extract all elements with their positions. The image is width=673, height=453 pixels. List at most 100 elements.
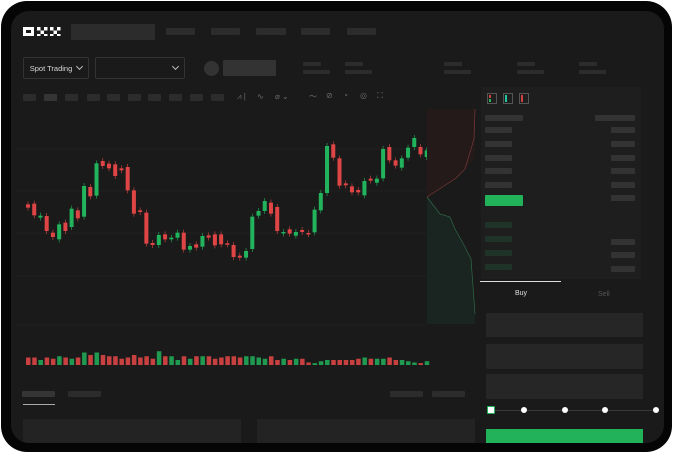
buy-tab[interactable]: Buy <box>515 290 528 297</box>
timeframe-button[interactable] <box>128 94 141 101</box>
volume-bar <box>306 362 311 365</box>
amount-input[interactable] <box>486 344 643 369</box>
candle <box>275 207 280 231</box>
volume-bar <box>194 356 199 365</box>
coin-icon <box>204 61 219 76</box>
bid-amount <box>611 239 635 245</box>
ask-price <box>485 127 512 133</box>
timeframe-button[interactable] <box>190 94 203 101</box>
timeframe-button[interactable] <box>211 94 224 101</box>
volume-bar <box>387 357 392 365</box>
nav-item[interactable] <box>166 28 195 35</box>
ask-amount <box>611 155 635 161</box>
ask-price <box>485 141 512 147</box>
volume-bar <box>225 356 230 365</box>
volume-bar <box>356 358 361 365</box>
asks-only-icon <box>519 93 529 104</box>
ask-price <box>485 168 512 174</box>
nav-item[interactable] <box>211 28 240 35</box>
candle <box>131 190 136 214</box>
bid-price <box>485 222 512 228</box>
volume-bar <box>175 360 181 365</box>
timeframe-button[interactable] <box>169 94 182 101</box>
candle <box>337 158 342 186</box>
line-tool-icon[interactable]: 〜 <box>309 92 317 101</box>
sell-tab[interactable]: Sell <box>598 291 610 298</box>
volume-bar <box>206 356 212 365</box>
candle <box>32 203 37 216</box>
candle <box>381 149 386 179</box>
slider-stop-75[interactable] <box>602 407 608 413</box>
total-input[interactable] <box>486 374 643 399</box>
volume-bar <box>50 358 56 365</box>
slider-stop-25[interactable] <box>521 407 527 413</box>
volume-bar <box>281 358 286 365</box>
price-header <box>485 115 523 121</box>
candle <box>418 147 423 155</box>
candle <box>169 237 174 240</box>
spot-trading-select[interactable]: Spot Trading <box>23 57 89 79</box>
candle <box>287 229 292 234</box>
volume-bar <box>100 355 106 365</box>
buy-button[interactable] <box>486 429 643 443</box>
candle <box>393 160 398 166</box>
volume-bar <box>138 357 143 365</box>
candle <box>256 211 261 216</box>
timeframe-button[interactable] <box>148 94 161 101</box>
volume-bar <box>244 356 249 365</box>
volume-bar <box>312 363 318 365</box>
candle <box>175 232 180 238</box>
nav-item[interactable] <box>347 28 376 35</box>
okx-logo[interactable] <box>23 25 65 38</box>
order-book-view-toggles[interactable] <box>487 93 532 104</box>
bottom-tab[interactable] <box>68 391 101 397</box>
bottom-action[interactable] <box>390 391 423 397</box>
stat-value <box>444 70 471 74</box>
candle <box>88 187 93 197</box>
slider-stop-50[interactable] <box>562 407 568 413</box>
timeframe-button[interactable] <box>87 94 100 101</box>
timeframe-button[interactable] <box>23 94 36 101</box>
candle <box>368 178 373 181</box>
stat-label <box>517 62 535 66</box>
nav-item[interactable] <box>301 28 330 35</box>
amount-slider-track[interactable] <box>490 410 656 411</box>
bids-only-icon <box>503 93 513 104</box>
bid-depth-area <box>427 197 475 324</box>
settings-circle-icon[interactable]: ◎ <box>360 91 367 100</box>
bottom-tab-indicator <box>23 404 55 405</box>
compare-icon[interactable]: ⌀ ⌄ <box>275 92 289 101</box>
bottom-tab-active[interactable] <box>22 391 55 397</box>
volume-bar <box>337 360 342 365</box>
search-bar[interactable] <box>71 24 155 40</box>
bottom-action[interactable] <box>432 391 465 397</box>
timeframe-button[interactable] <box>44 94 57 101</box>
bid-amount <box>611 266 635 272</box>
ruler-icon[interactable]: ⊘ <box>326 91 333 100</box>
spot-trading-label: Spot Trading <box>29 63 73 73</box>
candlestick-chart[interactable] <box>11 11 481 391</box>
fullscreen-icon[interactable]: ⛶ <box>377 91 383 100</box>
pair-name <box>223 60 276 76</box>
candle <box>106 163 111 169</box>
price-input[interactable] <box>486 313 643 337</box>
candle <box>268 202 273 214</box>
candle <box>26 204 30 208</box>
gauge-icon[interactable]: ◔ <box>343 91 348 100</box>
indicator-icon[interactable]: ⩘ | <box>237 92 246 101</box>
timeframe-button[interactable] <box>65 94 78 101</box>
slider-handle[interactable] <box>487 406 495 414</box>
ask-depth-line <box>426 109 476 198</box>
slider-stop-100[interactable] <box>653 407 659 413</box>
candle <box>138 210 143 212</box>
ask-amount <box>611 182 635 188</box>
stat-label <box>444 62 462 66</box>
pair-select[interactable] <box>95 57 185 79</box>
candle-type-icon[interactable]: ∿ <box>257 92 264 101</box>
timeframe-button[interactable] <box>107 94 120 101</box>
nav-item[interactable] <box>256 28 286 35</box>
amount-header <box>595 115 635 121</box>
bid-amount <box>611 252 635 258</box>
candle <box>331 144 336 158</box>
